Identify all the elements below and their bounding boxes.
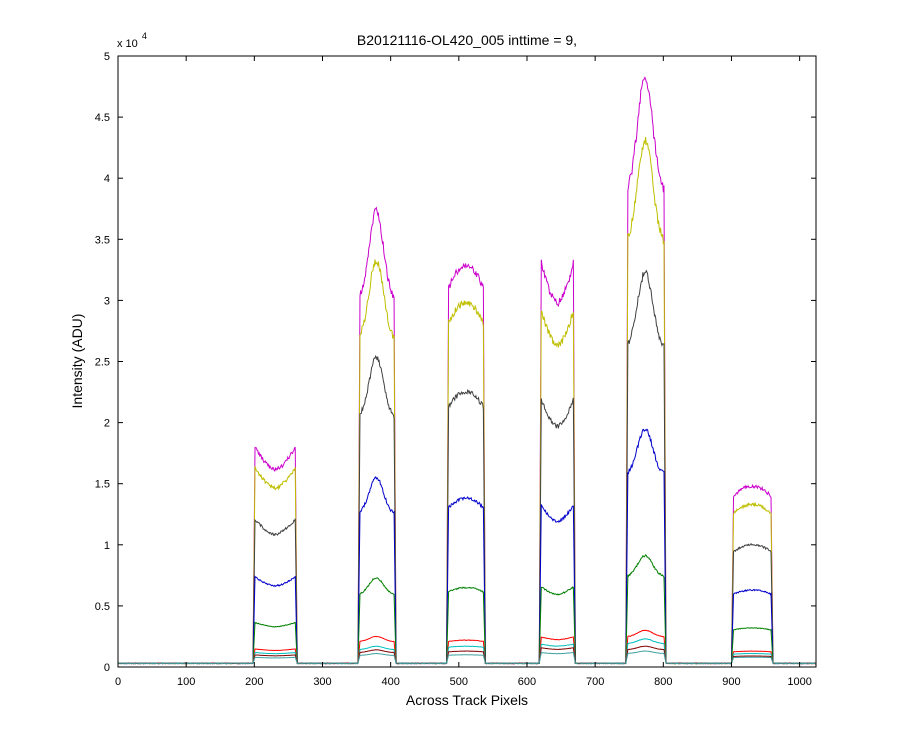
y-tick-label: 1.5 [95,479,110,491]
y-exponent-power: 4 [142,31,147,41]
x-axis: 0 100 200 300 400 500 600 700 800 900 1000 [115,56,812,688]
y-tick-label: 3.5 [95,234,110,246]
x-tick-label: 300 [313,676,331,688]
x-tick-label: 800 [654,676,672,688]
x-tick-label: 400 [381,676,399,688]
x-tick-label: 900 [722,676,740,688]
x-tick-label: 500 [450,676,468,688]
chart-title: B20121116-OL420_005 inttime = 9, [357,32,577,48]
y-exponent-prefix: x 10 [117,38,138,50]
y-tick-label: 4.5 [95,112,110,124]
x-axis-label: Across Track Pixels [406,692,528,708]
y-tick-label: 3 [104,295,110,307]
plot-area [118,56,816,667]
y-tick-label: 0 [104,662,110,674]
y-tick-label: 1 [104,540,110,552]
x-tick-label: 700 [586,676,604,688]
x-tick-label: 0 [115,676,121,688]
x-tick-label: 1000 [787,676,811,688]
y-tick-label: 2.5 [95,357,110,369]
x-tick-label: 100 [177,676,195,688]
y-tick-label: 2 [104,418,110,430]
series-line [117,650,817,665]
x-tick-label: 200 [245,676,263,688]
y-axis: 0 0.5 1 1.5 2 2.5 3 3.5 4 4.5 5 [95,51,816,674]
y-tick-label: 4 [104,173,110,185]
y-axis-label: Intensity (ADU) [69,314,85,409]
series-layer [117,76,817,665]
y-tick-label: 0.5 [95,601,110,613]
y-tick-label: 5 [104,51,110,63]
y-exponent-label: x 10 4 [117,31,147,50]
x-tick-label: 600 [518,676,536,688]
